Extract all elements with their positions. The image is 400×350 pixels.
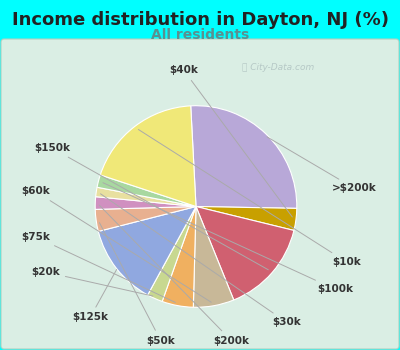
Text: $200k: $200k [99,205,249,345]
Text: $60k: $60k [21,187,211,302]
Wedge shape [95,197,196,209]
Text: $125k: $125k [72,270,117,322]
Wedge shape [193,206,234,307]
Text: $30k: $30k [100,194,301,327]
Wedge shape [162,206,196,307]
Wedge shape [96,187,196,206]
Text: $50k: $50k [100,223,175,345]
Wedge shape [97,175,196,206]
Wedge shape [191,106,297,208]
Text: >$200k: >$200k [267,137,377,193]
Text: $100k: $100k [103,183,353,294]
Text: $75k: $75k [21,232,175,302]
Text: All residents: All residents [151,28,249,42]
Wedge shape [100,106,196,206]
Text: Ⓜ City-Data.com: Ⓜ City-Data.com [242,63,314,72]
Wedge shape [98,206,196,295]
Text: $40k: $40k [170,65,292,217]
Wedge shape [196,206,297,230]
Text: Income distribution in Dayton, NJ (%): Income distribution in Dayton, NJ (%) [12,11,388,29]
Wedge shape [95,206,196,231]
Text: $10k: $10k [138,130,361,267]
Text: $20k: $20k [31,267,153,296]
FancyBboxPatch shape [1,39,399,349]
Wedge shape [148,206,196,301]
Wedge shape [196,206,294,300]
Text: $150k: $150k [34,143,268,270]
